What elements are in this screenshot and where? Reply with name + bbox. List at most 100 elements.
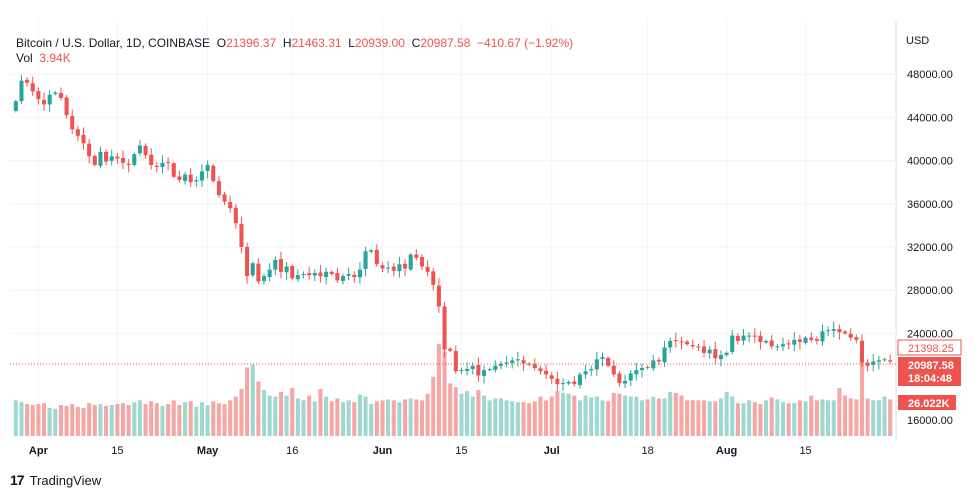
volume-bar [453, 387, 458, 436]
candle-body [346, 274, 351, 276]
candle-body [544, 370, 549, 375]
tradingview-brand[interactable]: 17 TradingView [10, 472, 101, 488]
volume-bar [267, 395, 272, 436]
volume-bar [245, 367, 250, 436]
x-tick-label: Apr [29, 445, 49, 457]
volume-legend-label[interactable]: Vol [16, 51, 33, 65]
high-label: H [282, 36, 292, 50]
candle-body [70, 116, 75, 130]
candle-body [188, 174, 193, 183]
volume-bar [211, 401, 216, 436]
price-axis[interactable]: USD 48000.00 44000.00 40000.00 36000.00 3200… [906, 35, 953, 427]
volume-bar [854, 399, 859, 436]
volume-bar [98, 404, 103, 436]
x-tick-label: 16 [286, 445, 298, 457]
candle-body [324, 271, 329, 278]
volume-bar [70, 404, 75, 436]
volume-bar [312, 401, 317, 436]
candle-body [560, 383, 566, 385]
volume-bar [87, 403, 92, 436]
volume-bar [848, 398, 853, 436]
candle-body [792, 339, 797, 345]
candle-body [228, 202, 233, 209]
candle-body [814, 339, 819, 341]
symbol-title[interactable]: Bitcoin / U.S. Dollar, 1D, COINBASE [16, 36, 211, 50]
volume-bar [764, 400, 769, 436]
low-value: 20939.00 [354, 36, 405, 50]
volume-bar [346, 400, 351, 436]
volume-bar [606, 401, 611, 436]
volume-bar [92, 405, 97, 436]
candle-body [81, 134, 86, 144]
candle-body [273, 259, 278, 270]
candle-body [566, 382, 571, 384]
candle-body [380, 265, 385, 269]
volume-bar [425, 393, 430, 436]
volume-bar [803, 401, 808, 436]
tradingview-logo-icon: 17 [10, 472, 25, 488]
volume-bar [521, 402, 526, 436]
volume-bar [160, 405, 165, 436]
volume-bar [414, 399, 419, 436]
currency-label: USD [906, 35, 929, 47]
candle-body [25, 79, 30, 83]
volume-bar [769, 397, 774, 436]
volume-bar [442, 351, 447, 436]
volume-bar [278, 391, 283, 436]
candle-body [120, 158, 126, 163]
volume-bar [690, 400, 695, 436]
volume-bar [154, 403, 159, 436]
high-value: 21463.31 [291, 36, 342, 50]
candle-body [826, 330, 831, 332]
volume-bar [538, 396, 543, 436]
volume-bar [865, 398, 870, 436]
volume-bar [222, 404, 227, 436]
candle-body [685, 341, 690, 345]
volume-bar [651, 396, 656, 436]
volume-bar [476, 390, 481, 436]
volume-bar [81, 407, 86, 436]
y-tick-label: 44000.00 [907, 112, 953, 124]
volume-bar [707, 401, 712, 436]
volume-bar [171, 400, 176, 436]
candle-body [662, 347, 667, 363]
volume-bar [611, 392, 616, 436]
candle-body [701, 346, 707, 353]
candle-body [92, 155, 97, 165]
candle-body [239, 224, 244, 247]
volume-bar [628, 396, 633, 436]
volume-label: 26.022K [908, 398, 950, 410]
volume-bar [205, 405, 210, 436]
candle-body [775, 346, 780, 348]
candle-body [171, 163, 176, 177]
candle-body [245, 247, 250, 277]
candle-body [769, 340, 774, 347]
volume-bar [295, 398, 300, 436]
candle-body [504, 362, 509, 364]
volume-bar [758, 404, 763, 436]
volume-bar [487, 400, 492, 436]
volume-bar [261, 390, 267, 436]
x-tick-label: 15 [111, 445, 123, 457]
volume-bar [30, 405, 35, 436]
volume-bar [752, 402, 757, 436]
candle-body [752, 335, 757, 337]
volume-bar [634, 396, 639, 436]
candle-body [487, 369, 492, 371]
close-price-label: 20987.58 [908, 360, 954, 372]
candle-body [718, 355, 723, 360]
candle-body [137, 145, 142, 154]
candle-body [628, 373, 633, 381]
candle-body [510, 360, 515, 363]
volume-bar [701, 400, 707, 436]
candle-body [312, 272, 317, 276]
time-axis[interactable]: Apr 15 May 16 Jun 15 Jul 18 Aug 15 [29, 445, 812, 457]
volume-bar [544, 400, 549, 436]
volume-bar [301, 400, 306, 436]
volume-bar [104, 405, 109, 436]
volume-bar [673, 392, 678, 436]
candle-body [98, 151, 103, 166]
volume-bar [132, 402, 137, 436]
candle-body [764, 340, 769, 343]
